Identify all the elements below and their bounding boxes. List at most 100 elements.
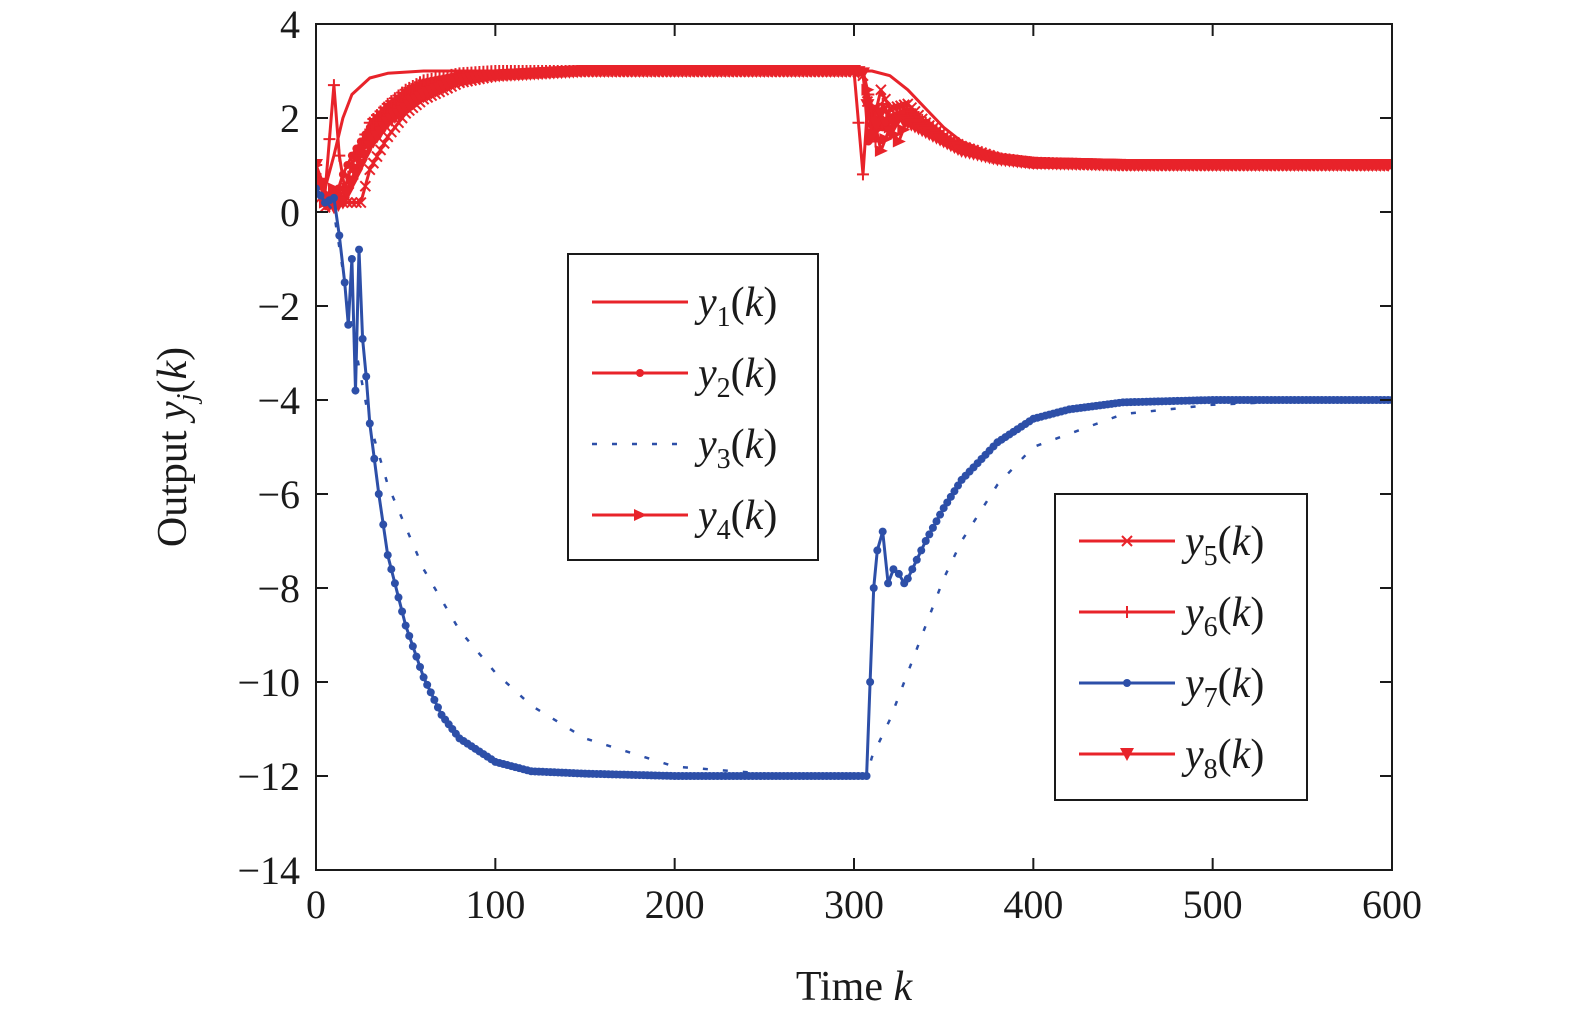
y-tick-label: −10 — [237, 660, 300, 705]
y-axis-label: Output yj(k) — [150, 347, 203, 547]
data-point — [856, 168, 869, 181]
data-point — [350, 196, 363, 209]
series-line — [316, 69, 1392, 195]
data-point — [370, 454, 379, 463]
legend-label: y8(k) — [1181, 732, 1264, 785]
data-point — [903, 574, 912, 583]
data-point — [378, 137, 390, 150]
legends: y1(k) y2(k) y3(k) y4(k) y5(k) y6(k) y7(k) y8(k) — [567, 253, 1308, 801]
data-point — [912, 555, 921, 564]
data-point — [412, 652, 421, 661]
data-point — [874, 144, 888, 157]
data-point — [873, 546, 882, 555]
data-point — [351, 386, 360, 395]
legend-center: y1(k) y2(k) y3(k) y4(k) — [567, 253, 819, 561]
series-y3(k) — [316, 187, 1392, 778]
data-point — [358, 334, 367, 343]
legend-label: y2(k) — [694, 351, 777, 404]
data-point — [917, 546, 926, 555]
data-point — [419, 673, 428, 682]
series-line — [316, 69, 1392, 209]
data-point — [358, 149, 373, 163]
legend-label: y1(k) — [694, 280, 777, 333]
data-point — [344, 320, 353, 329]
data-point — [374, 144, 387, 156]
data-point — [426, 688, 435, 697]
data-point — [860, 99, 875, 113]
data-point — [323, 133, 336, 146]
legend-marker — [636, 369, 644, 377]
legend-marker — [1123, 679, 1131, 687]
legend-lower-right: y5(k) y6(k) y7(k) y8(k) — [1054, 493, 1308, 801]
series-line — [316, 187, 1392, 778]
data-point — [387, 565, 396, 574]
series-line — [316, 69, 1392, 205]
data-point — [928, 523, 937, 532]
data-point — [340, 187, 355, 201]
data-point — [862, 88, 875, 101]
series-line — [316, 69, 1392, 205]
data-point — [390, 579, 399, 588]
data-point — [869, 119, 884, 133]
data-point — [869, 584, 878, 592]
series-y8(k) — [316, 65, 1392, 215]
data-point — [897, 123, 911, 136]
data-point — [335, 231, 344, 240]
legend-marker — [1121, 535, 1133, 547]
legend-marker — [634, 509, 647, 521]
x-tick-label: 400 — [1003, 882, 1063, 927]
y-tick-label: −12 — [237, 754, 300, 799]
data-point — [364, 163, 376, 176]
data-point — [416, 662, 425, 671]
y-tick-label: 2 — [280, 96, 300, 141]
x-tick-label: 0 — [306, 882, 326, 927]
data-point — [925, 530, 934, 539]
legend-label: y5(k) — [1181, 519, 1264, 572]
data-point — [433, 703, 442, 712]
data-point — [359, 180, 372, 192]
data-point — [852, 116, 865, 129]
data-point — [374, 490, 383, 498]
data-point — [862, 772, 871, 780]
x-tick-label: 200 — [645, 882, 705, 927]
y-tick-label: −6 — [257, 472, 300, 517]
data-point — [866, 678, 875, 686]
data-point — [359, 128, 372, 141]
data-point — [875, 84, 887, 96]
data-point — [346, 196, 358, 209]
y-tick-label: 0 — [280, 190, 300, 235]
y-tick-label: −8 — [257, 566, 300, 611]
legend-label: y6(k) — [1181, 590, 1264, 643]
data-point — [344, 177, 359, 191]
y-tick-label: −2 — [257, 284, 300, 329]
data-point — [879, 133, 893, 146]
data-point — [405, 631, 414, 640]
series-line — [316, 69, 1392, 190]
data-point — [921, 537, 930, 545]
series-layer — [316, 65, 1392, 780]
data-point — [423, 680, 432, 689]
data-point — [936, 510, 945, 519]
data-point — [894, 569, 903, 578]
data-point — [408, 642, 417, 651]
data-point — [367, 157, 380, 169]
data-point — [335, 196, 350, 210]
legend-marker — [1120, 748, 1134, 761]
legend-box — [567, 253, 819, 561]
data-point — [379, 520, 388, 529]
x-tick-label: 500 — [1183, 882, 1243, 927]
data-point — [1385, 159, 1392, 172]
y-tick-label: −4 — [257, 378, 300, 423]
data-point — [333, 149, 346, 162]
data-point — [398, 607, 407, 616]
legend-label: y7(k) — [1181, 661, 1264, 714]
legend-box — [1054, 493, 1308, 801]
data-point — [878, 527, 887, 536]
series-y1(k) — [316, 69, 1392, 190]
data-point — [316, 191, 325, 200]
x-axis-label: Time k — [796, 964, 914, 1010]
data-point — [371, 150, 383, 163]
data-point — [329, 193, 338, 202]
data-point — [932, 517, 941, 526]
